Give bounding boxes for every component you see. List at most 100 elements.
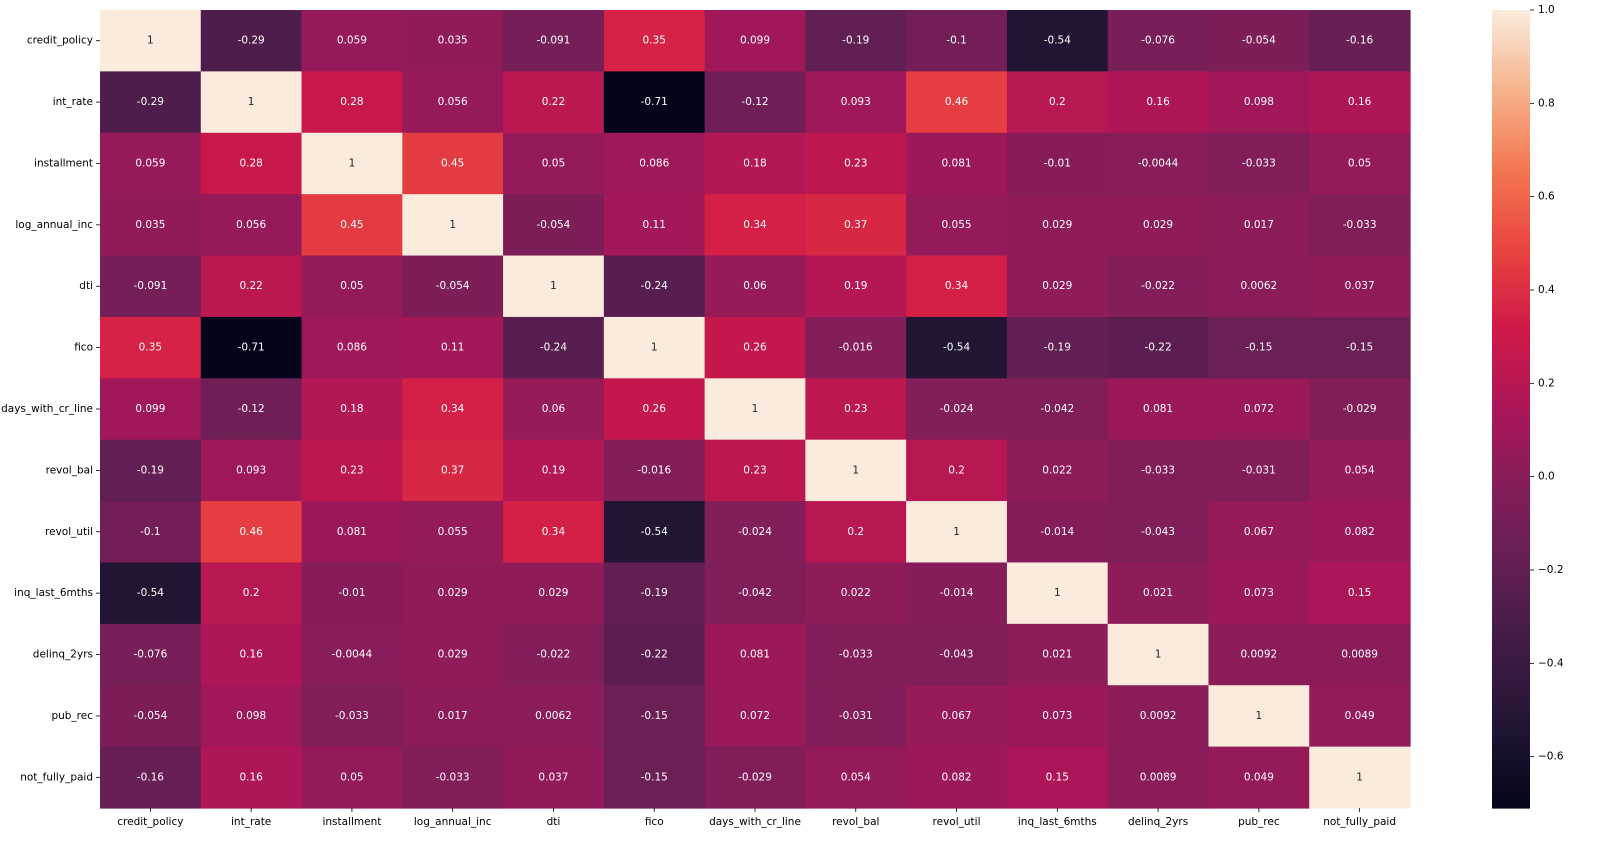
cell-value-label: -0.01 — [1044, 157, 1071, 169]
cell-value-label: -0.54 — [1044, 35, 1071, 47]
colorbar-strip — [1492, 560, 1530, 566]
colorbar-strip — [1492, 428, 1530, 434]
heatmap-cell — [200, 685, 303, 748]
heatmap-cell — [704, 132, 806, 195]
colorbar-strip — [1492, 317, 1530, 322]
heatmap-cell — [503, 685, 605, 748]
colorbar-strip — [1492, 25, 1530, 31]
cell-value-label: 0.098 — [236, 710, 266, 722]
heatmap-cell — [1107, 255, 1210, 318]
cell-value-label: 0.035 — [438, 35, 468, 47]
colorbar-strip — [1492, 788, 1530, 793]
colorbar-strip — [1492, 221, 1530, 227]
heatmap-cell — [1107, 194, 1210, 257]
cell-value-label: 0.2 — [948, 464, 965, 476]
heatmap-cell — [1309, 194, 1411, 257]
heatmap-cell — [402, 378, 504, 441]
heatmap-cell — [503, 378, 605, 441]
x-tick-label: days_with_cr_line — [709, 816, 801, 828]
colorbar-strip — [1492, 440, 1530, 446]
colorbar-strip — [1492, 504, 1530, 510]
colorbar-strip — [1492, 241, 1530, 247]
colorbar-strip — [1492, 468, 1530, 474]
x-tick-label: not_fully_paid — [1323, 816, 1396, 828]
colorbar-strip — [1492, 708, 1530, 713]
cell-value-label: -0.043 — [940, 649, 974, 661]
colorbar-strip — [1492, 49, 1530, 55]
heatmap-cell — [906, 194, 1008, 257]
heatmap-cell — [1208, 255, 1310, 318]
x-tick-label: pub_rec — [1238, 816, 1280, 828]
colorbar-strip — [1492, 385, 1530, 390]
cell-value-label: -0.029 — [1343, 403, 1377, 415]
cell-value-label: -0.16 — [1346, 35, 1373, 47]
colorbar-strip — [1492, 225, 1530, 231]
cell-value-label: 0.16 — [1146, 96, 1170, 108]
cell-value-label: 0.054 — [841, 771, 871, 783]
cell-value-label: 0.072 — [1244, 403, 1274, 415]
colorbar-strip — [1492, 169, 1530, 175]
colorbar-strip — [1492, 660, 1530, 665]
colorbar-strip — [1492, 632, 1530, 638]
cell-value-label: 0.056 — [236, 219, 266, 231]
cell-value-label: 0.18 — [340, 403, 363, 415]
cell-value-label: 0.055 — [438, 526, 468, 538]
colorbar-strip — [1492, 680, 1530, 685]
heatmap-cell — [805, 255, 907, 318]
cell-value-label: 0.35 — [643, 35, 666, 47]
colorbar-strip — [1492, 692, 1530, 697]
heatmap-cell — [603, 378, 706, 441]
cell-value-label: 0.037 — [538, 771, 568, 783]
cell-value-label: 0.082 — [1345, 526, 1375, 538]
y-tick-label: delinq_2yrs — [33, 649, 93, 661]
colorbar-tick-label: −0.2 — [1538, 564, 1564, 576]
y-tick-label: not_fully_paid — [20, 771, 93, 783]
heatmap-cell — [603, 316, 706, 379]
cell-value-label: 0.0092 — [1140, 710, 1177, 722]
heatmap-cell — [200, 623, 303, 686]
colorbar-strip — [1492, 416, 1530, 422]
cell-value-label: 0.081 — [1143, 403, 1173, 415]
heatmap-cell — [1309, 501, 1411, 564]
heatmap-cell — [503, 316, 605, 379]
colorbar-strip — [1492, 285, 1530, 290]
cell-value-label: -0.12 — [741, 96, 768, 108]
colorbar-strip — [1492, 436, 1530, 442]
heatmap-cell — [1309, 10, 1411, 72]
cell-value-label: 0.0089 — [1341, 649, 1378, 661]
cell-value-label: 0.086 — [639, 157, 669, 169]
cell-value-label: -0.15 — [641, 710, 668, 722]
colorbar-strip — [1492, 412, 1530, 418]
heatmap-cell — [603, 132, 706, 195]
colorbar-strip — [1492, 476, 1530, 482]
colorbar-strip — [1492, 245, 1530, 250]
colorbar-strip — [1492, 480, 1530, 486]
cell-value-label: -0.016 — [637, 464, 671, 476]
colorbar-strip — [1492, 101, 1530, 107]
cell-value-label: -0.16 — [137, 771, 164, 783]
colorbar-strip — [1492, 185, 1530, 191]
cell-value-label: 0.23 — [743, 464, 766, 476]
heatmap-cell — [503, 194, 605, 257]
colorbar-strip — [1492, 764, 1530, 769]
heatmap-cell — [503, 623, 605, 686]
colorbar-strip — [1492, 181, 1530, 187]
heatmap-cell — [906, 501, 1008, 564]
heatmap-cell — [402, 194, 504, 257]
cell-value-label: 0.082 — [942, 771, 972, 783]
cell-value-label: -0.19 — [137, 464, 164, 476]
heatmap-cell — [1107, 562, 1210, 625]
colorbar-strip — [1492, 688, 1530, 693]
cell-value-label: -0.29 — [137, 96, 164, 108]
colorbar-strip — [1492, 620, 1530, 626]
colorbar-strip — [1492, 305, 1530, 310]
colorbar-strip — [1492, 337, 1530, 342]
colorbar-strip — [1492, 548, 1530, 554]
cell-value-label: 0.049 — [1244, 771, 1274, 783]
cell-value-label: 1 — [550, 280, 557, 292]
cell-value-label: 0.05 — [542, 157, 565, 169]
cell-value-label: 0.45 — [340, 219, 363, 231]
cell-value-label: 0.081 — [337, 526, 367, 538]
colorbar-strip — [1492, 656, 1530, 661]
heatmap-cell — [603, 439, 706, 502]
